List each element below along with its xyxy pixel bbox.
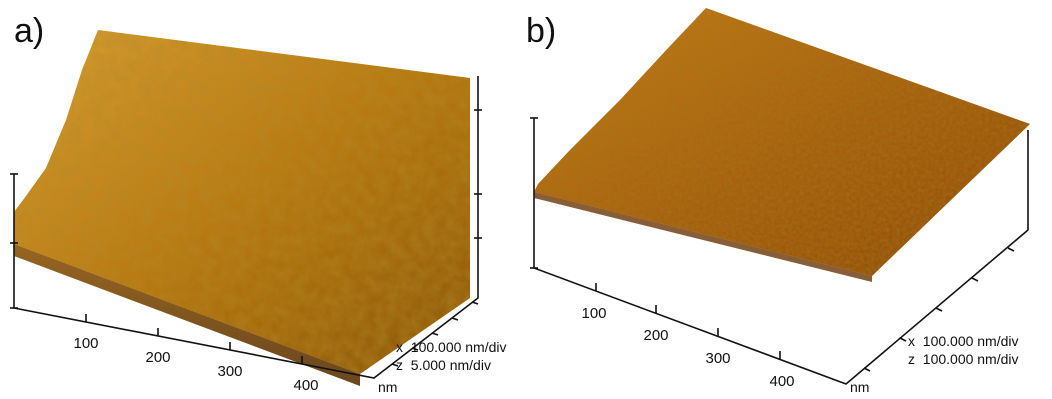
afm-panel-a: a): [10, 12, 507, 395]
afm-plot-b: 100 200 300 400 nm x 100.000 nm/div z 10…: [530, 8, 1030, 395]
scale-z-label: z 100.000 nm/div: [908, 351, 1019, 367]
afm-panel-b: b) 100: [500, 0, 1052, 395]
scale-x-label: x 100.000 nm/div: [908, 333, 1019, 349]
axis-frame: [533, 118, 1029, 385]
tick-label: 400: [293, 377, 318, 394]
panel-label: b): [526, 12, 557, 50]
scale-z-label: z 5.000 nm/div: [396, 357, 491, 373]
afm-plot-a: 100 200 300 400 nm x 100.000 nm/div z 5.…: [10, 30, 507, 395]
tick-label: 300: [705, 350, 730, 367]
axis-unit: nm: [378, 379, 397, 394]
tick-label: 400: [769, 373, 794, 390]
tick-label: 100: [581, 305, 606, 322]
tick-label: 100: [73, 335, 98, 352]
scale-x-label: x 100.000 nm/div: [396, 339, 507, 355]
tick-label: 200: [643, 327, 668, 344]
tick-label: 300: [217, 363, 242, 380]
tick-label: 200: [145, 349, 170, 366]
panel-label: a): [14, 12, 45, 50]
axis-frame: [13, 76, 479, 379]
axis-unit: nm: [850, 379, 869, 394]
